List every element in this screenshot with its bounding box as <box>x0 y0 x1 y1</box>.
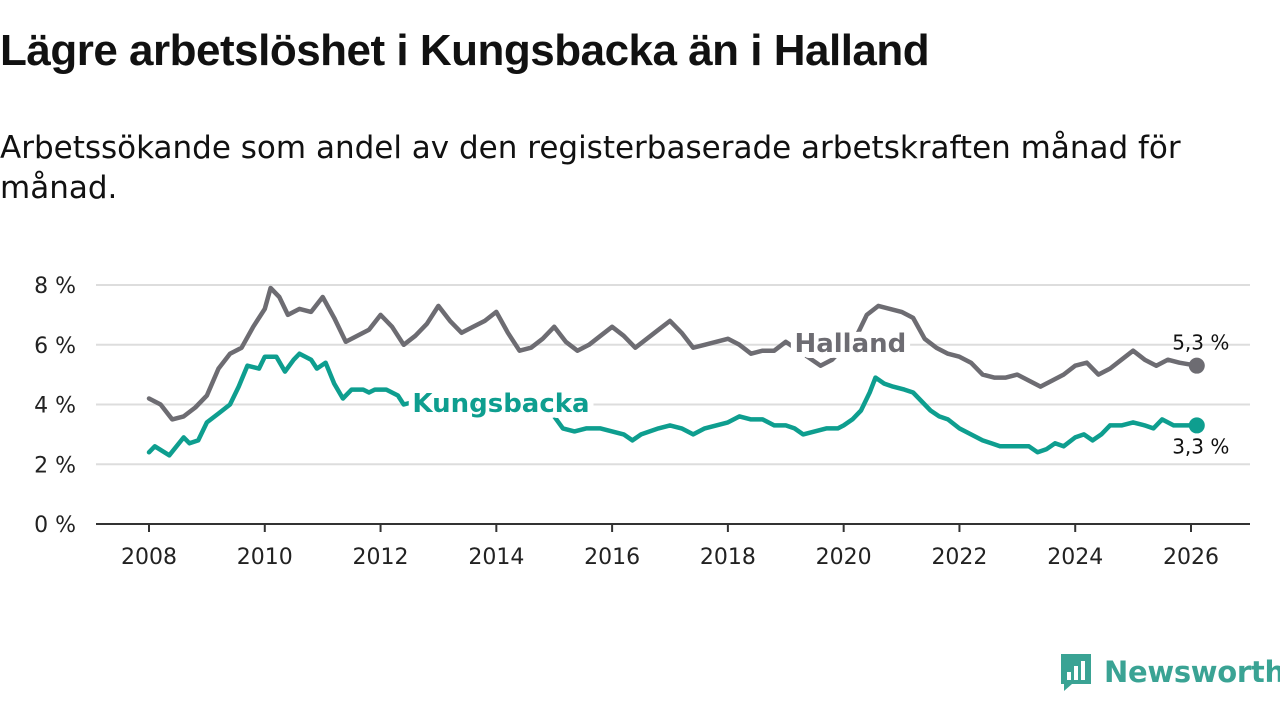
x-tick-label: 2022 <box>931 545 987 570</box>
axis-layer: 0 % 2 % 4 % 6 % 8 % 2008 2010 2012 2014 2016 2018 2… <box>34 274 1250 570</box>
end-label-halland: 5,3 % <box>1172 331 1229 355</box>
x-tick-label: 2008 <box>121 545 177 570</box>
series-label-halland-halo: Halland <box>794 329 906 359</box>
series-layer <box>146 285 1205 458</box>
series-endpoint-halland <box>1188 357 1205 374</box>
x-tick-label: 2026 <box>1163 545 1219 570</box>
newsworthy-logo-icon <box>1061 654 1091 691</box>
y-tick-label: 6 % <box>34 334 76 359</box>
series-label-kungsbacka-halo: Kungsbacka <box>412 389 589 419</box>
x-tick-label: 2010 <box>237 545 293 570</box>
x-tick-label: 2024 <box>1047 545 1103 570</box>
grid-layer <box>96 284 1250 466</box>
x-tick-label: 2014 <box>468 545 524 570</box>
series-label-halland: Halland <box>794 329 906 359</box>
series-endpoint-kungsbacka <box>1188 417 1205 434</box>
series-line-kungsbacka <box>146 351 1200 458</box>
y-tick-label: 4 % <box>34 394 76 419</box>
series-line-halland <box>146 285 1200 422</box>
y-tick-label: 8 % <box>34 274 76 299</box>
brand-logo[interactable]: Newsworthy <box>1058 652 1280 692</box>
x-tick-label: 2020 <box>816 545 872 570</box>
chart-subtitle: Arbetssökande som andel av den registerb… <box>0 130 1181 206</box>
x-tick-label: 2016 <box>584 545 640 570</box>
x-tick-label: 2012 <box>353 545 409 570</box>
y-tick-label: 2 % <box>34 453 76 478</box>
y-tick-label: 0 % <box>34 513 76 538</box>
series-label-kungsbacka: Kungsbacka <box>412 389 589 419</box>
brand-name: Newsworthy <box>1104 655 1280 689</box>
end-label-kungsbacka: 3,3 % <box>1172 434 1229 458</box>
chart-title: Lägre arbetslöshet i Kungsbacka än i Hal… <box>0 26 930 75</box>
x-tick-label: 2018 <box>700 545 756 570</box>
